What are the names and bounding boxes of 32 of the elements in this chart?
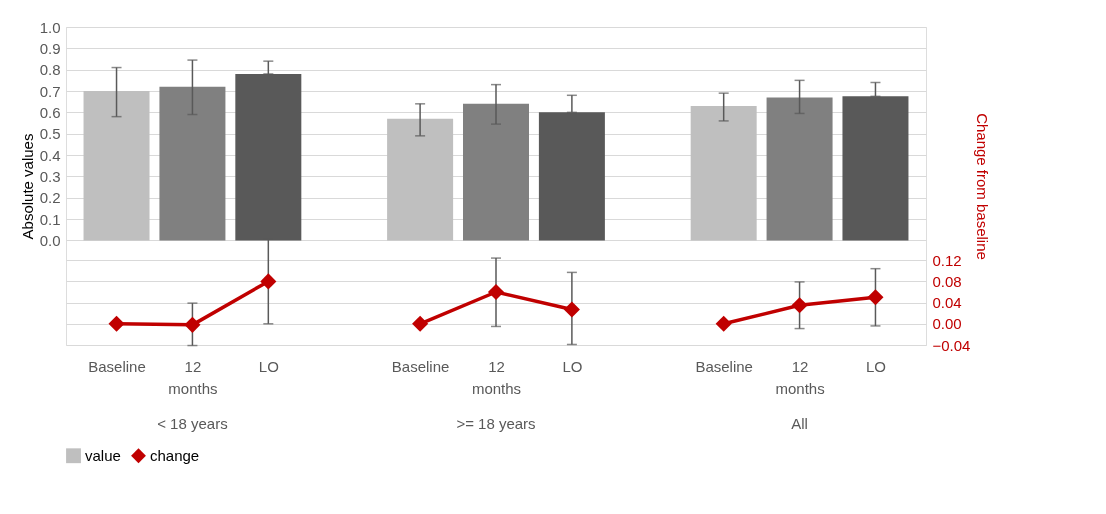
x-tick-label: Baseline (391, 357, 450, 375)
y2-tick-label: 0.12 (932, 251, 962, 269)
x-tick-label: LO (562, 357, 583, 375)
legend-label: change (150, 446, 200, 464)
y-tick-label: 0.1 (39, 210, 61, 228)
y-tick-label: 1.0 (39, 18, 61, 36)
y-tick-label: 0.9 (39, 39, 61, 57)
y-tick-label: 0.3 (39, 167, 61, 185)
legend-label: value (85, 446, 121, 464)
x-tick-label: 12 months (168, 357, 218, 397)
y2-tick-label: 0.08 (932, 272, 962, 290)
x-tick-label: Baseline (695, 357, 753, 375)
y2-tick-label: −0.04 (932, 336, 971, 354)
y-tick-label: 0.2 (39, 189, 61, 207)
y-tick-label: 0.5 (39, 125, 61, 143)
y-tick-label: 0.0 (39, 231, 61, 249)
x-tick-label: LO (258, 357, 279, 375)
text: < 18 years (157, 415, 228, 432)
y2-tick-label: 0.00 (932, 315, 962, 333)
y2-tick-label: 0.04 (932, 294, 962, 312)
text: >= 18 years (456, 415, 536, 432)
y-tick-label: 0.7 (39, 82, 61, 100)
y2-axis-title: Change from baseline (974, 113, 992, 260)
text: All (791, 415, 808, 432)
x-tick-label: 12 months (775, 357, 825, 397)
x-tick-label: LO (865, 357, 886, 375)
x-tick-label: 12 months (471, 357, 522, 397)
y-tick-label: 0.6 (39, 103, 61, 121)
y-tick-label: 0.8 (39, 61, 61, 79)
y-tick-label: 0.4 (39, 146, 61, 164)
y-axis-title: Absolute values (18, 133, 36, 240)
x-tick-label: Baseline (88, 357, 146, 375)
